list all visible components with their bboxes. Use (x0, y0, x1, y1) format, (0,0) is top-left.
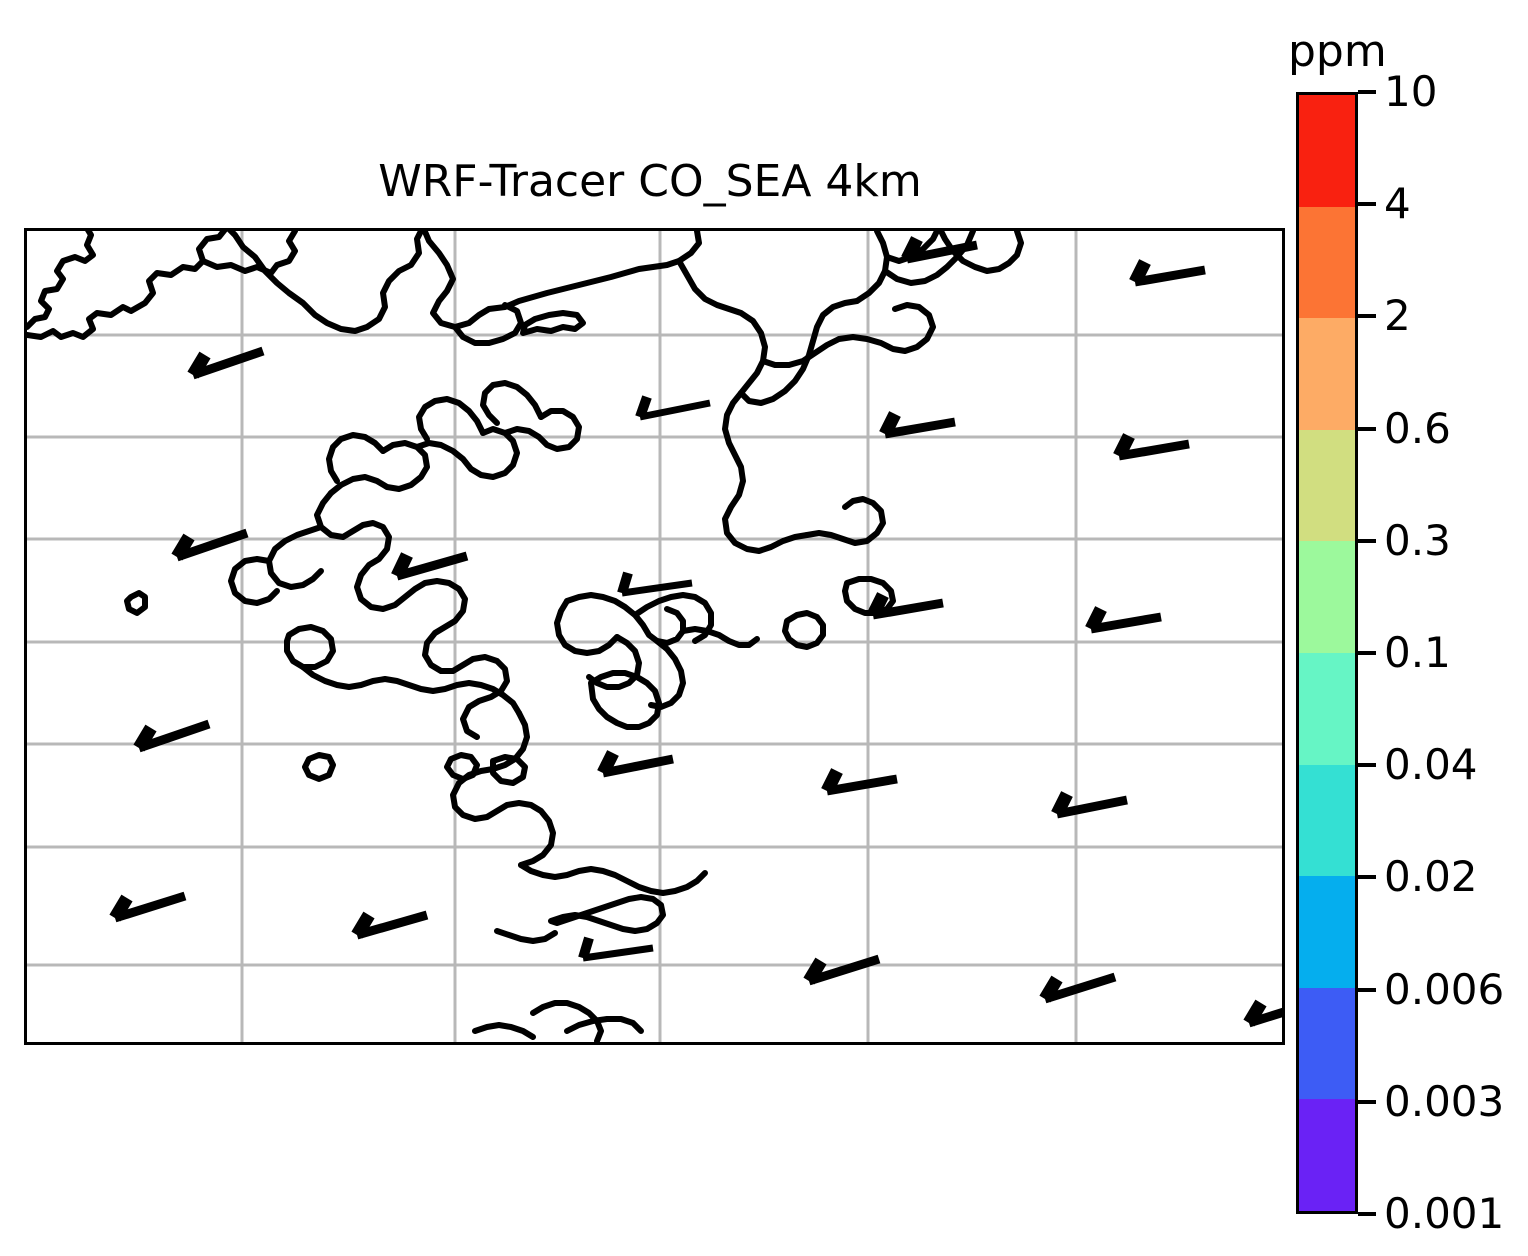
wind-barb (1051, 791, 1128, 819)
colorbar-band-9 (1299, 1099, 1355, 1211)
wind-barb (901, 236, 978, 264)
wind-barb (1039, 972, 1117, 1004)
colorbar-tick-label: 0.3 (1384, 515, 1451, 565)
colorbar-band-8 (1299, 987, 1355, 1100)
colorbar-tick-mark (1358, 651, 1376, 655)
wind-barb (578, 936, 654, 962)
wind-barb (391, 551, 469, 581)
map-canvas (27, 231, 1282, 1042)
colorbar-tick-label: 0.6 (1384, 403, 1451, 453)
colorbar-tick-label: 0.001 (1384, 1189, 1505, 1238)
colorbar-tick-label: 0.04 (1384, 740, 1478, 790)
colorbar-tick-label: 10 (1384, 67, 1438, 116)
map-gridlines (27, 231, 1282, 1042)
colorbar-tick-mark (1358, 987, 1376, 992)
wind-barb (1129, 259, 1206, 287)
colorbar-band-4 (1299, 541, 1355, 653)
colorbar-tick-mark (1358, 763, 1376, 768)
colorbar-tick-label: 4 (1384, 179, 1411, 229)
colorbar-band-3 (1299, 429, 1355, 542)
colorbar-tick-label: 0.02 (1384, 852, 1478, 902)
wind-barb (1113, 433, 1190, 461)
colorbar-tick-mark (1358, 538, 1376, 543)
colorbar-units-label: ppm (1288, 26, 1387, 77)
colorbar-band-5 (1299, 652, 1355, 765)
wind-barb (635, 395, 711, 421)
wind-barb (803, 954, 881, 986)
wind-barb (821, 768, 898, 796)
colorbar-band-2 (1299, 318, 1355, 430)
colorbar-band-0 (1299, 95, 1355, 207)
wind-barb (109, 891, 187, 923)
wind-barb (879, 411, 956, 439)
colorbar-tick-mark (1358, 426, 1376, 431)
colorbar-tick-mark (1358, 875, 1376, 880)
colorbar-tick-mark (1358, 1212, 1376, 1216)
colorbar-band-7 (1299, 876, 1355, 988)
colorbar-tick-mark (1358, 202, 1376, 207)
coastlines (27, 231, 1024, 1042)
wind-barb (867, 592, 944, 620)
wind-barbs (109, 236, 1282, 1028)
colorbar-band-6 (1299, 764, 1355, 877)
colorbar-tick-label: 0.003 (1384, 1076, 1505, 1126)
colorbar-gradient (1296, 92, 1358, 1214)
colorbar-tick-mark (1358, 90, 1376, 94)
wind-barb (617, 571, 693, 597)
colorbar-band-1 (1299, 206, 1355, 319)
map-plot-area (24, 228, 1285, 1045)
colorbar-tick-label: 2 (1384, 291, 1411, 341)
colorbar-tick-mark (1358, 314, 1376, 319)
wind-barb (1085, 606, 1162, 634)
wind-barb (171, 528, 249, 562)
wind-barb (133, 719, 211, 753)
wind-barb (351, 910, 429, 940)
chart-title-line-1: WRF-Tracer CO_SEA 4km (378, 156, 922, 207)
colorbar-tick-mark (1358, 1099, 1376, 1104)
colorbar: ppm 10 4 2 0.6 0.3 0.1 0.04 0.02 0.006 0.003 0.001 (1288, 30, 1528, 1238)
colorbar-tick-label: 0.006 (1384, 964, 1505, 1014)
colorbar-tick-label: 0.1 (1384, 628, 1451, 677)
wind-barb (1243, 999, 1282, 1028)
wind-barb (187, 346, 265, 380)
wind-barb (597, 750, 674, 778)
